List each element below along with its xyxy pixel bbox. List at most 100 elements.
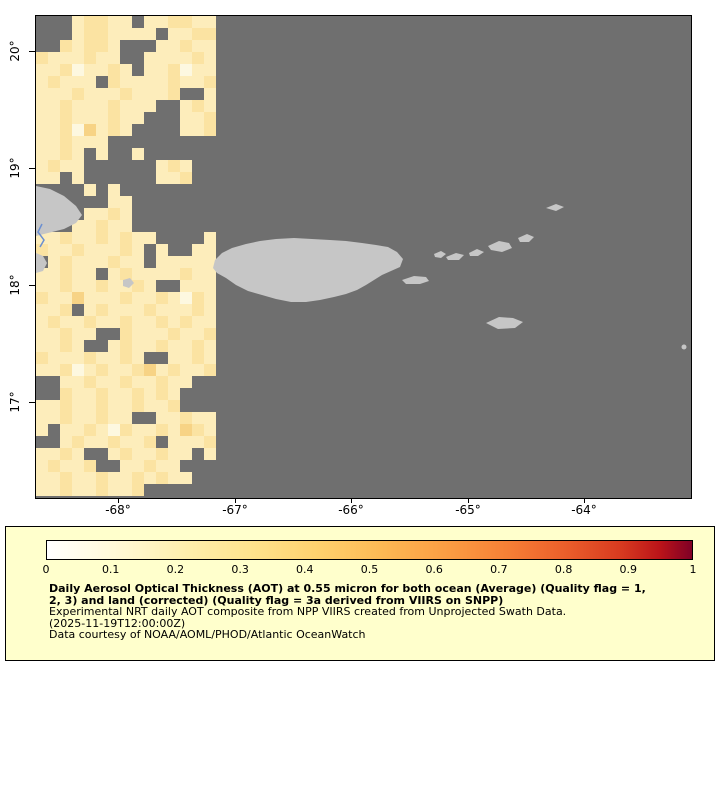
aot-data-cell xyxy=(156,340,168,352)
aot-data-cell xyxy=(108,388,120,400)
aot-data-cell xyxy=(36,244,48,256)
aot-data-cell xyxy=(120,388,132,400)
aot-data-cell xyxy=(48,88,60,100)
aot-data-cell xyxy=(96,412,108,424)
aot-data-cell xyxy=(144,280,156,292)
aot-data-cell xyxy=(72,232,84,244)
aot-data-cell xyxy=(36,316,48,328)
aot-data-cell xyxy=(72,448,84,460)
aot-data-cell xyxy=(96,292,108,304)
x-axis-tick-label: -64° xyxy=(571,503,597,517)
aot-data-cell xyxy=(168,340,180,352)
small-island-speck xyxy=(681,344,687,350)
aot-data-cell xyxy=(108,16,120,28)
aot-data-cell xyxy=(132,112,144,124)
aot-data-cell xyxy=(72,28,84,40)
aot-data-cell xyxy=(192,112,204,124)
aot-data-cell xyxy=(96,16,108,28)
aot-data-cell xyxy=(168,256,180,268)
aot-data-cell xyxy=(108,220,120,232)
aot-data-cell xyxy=(96,352,108,364)
aot-data-cell xyxy=(48,400,60,412)
aot-data-cell xyxy=(144,376,156,388)
aot-data-cell xyxy=(60,352,72,364)
colorbar-tick-labels: 0 0.1 0.2 0.3 0.4 0.5 0.6 0.7 0.8 0.9 1 xyxy=(42,563,697,577)
aot-data-cell xyxy=(168,172,180,184)
aot-data-cell xyxy=(144,232,156,244)
aot-data-cell xyxy=(168,28,180,40)
aot-data-cell xyxy=(36,292,48,304)
aot-data-cell xyxy=(48,232,60,244)
aot-data-cell xyxy=(120,292,132,304)
aot-data-cell xyxy=(168,16,180,28)
aot-data-cell xyxy=(96,484,108,496)
aot-data-cell xyxy=(168,400,180,412)
aot-data-cell xyxy=(156,412,168,424)
aot-data-cell xyxy=(120,412,132,424)
aot-data-cell xyxy=(156,292,168,304)
aot-data-cell xyxy=(192,304,204,316)
aot-data-cell xyxy=(60,484,72,496)
aot-data-cell xyxy=(156,304,168,316)
anegada-island xyxy=(546,204,564,211)
aot-data-cell xyxy=(120,352,132,364)
aot-data-cell xyxy=(120,460,132,472)
aot-data-cell xyxy=(60,280,72,292)
aot-data-cell xyxy=(48,244,60,256)
aot-data-cell xyxy=(108,316,120,328)
aot-data-cell xyxy=(84,280,96,292)
aot-data-cell xyxy=(156,64,168,76)
aot-data-cell xyxy=(180,436,192,448)
aot-data-cell xyxy=(120,100,132,112)
colorbar-tick-label: 0.2 xyxy=(166,563,185,576)
aot-data-cell xyxy=(204,112,216,124)
aot-data-cell xyxy=(132,376,144,388)
aot-data-cell xyxy=(72,148,84,160)
aot-data-cell xyxy=(204,424,216,436)
aot-data-cell xyxy=(48,352,60,364)
colorbar-tick-label: 0 xyxy=(42,563,50,576)
aot-data-cell xyxy=(60,136,72,148)
aot-data-cell xyxy=(84,412,96,424)
aot-data-cell xyxy=(144,424,156,436)
aot-data-cell xyxy=(156,448,168,460)
aot-data-cell xyxy=(156,388,168,400)
aot-data-cell xyxy=(84,472,96,484)
aot-data-cell xyxy=(48,484,60,496)
aot-data-cell xyxy=(180,328,192,340)
aot-data-cell xyxy=(84,256,96,268)
aot-data-cell xyxy=(192,328,204,340)
aot-data-cell xyxy=(156,364,168,376)
aot-data-cell xyxy=(108,448,120,460)
aot-data-cell xyxy=(72,88,84,100)
aot-data-cell xyxy=(156,268,168,280)
legend-caption: Daily Aerosol Optical Thickness (AOT) at… xyxy=(49,583,699,641)
aot-data-cell xyxy=(120,484,132,496)
aot-data-cell xyxy=(204,448,216,460)
aot-data-cell xyxy=(72,100,84,112)
x-axis-tick-label: -65° xyxy=(455,503,481,517)
aot-data-cell xyxy=(132,328,144,340)
aot-data-cell xyxy=(108,268,120,280)
aot-data-cell xyxy=(144,268,156,280)
aot-data-cell xyxy=(120,400,132,412)
aot-data-cell xyxy=(36,412,48,424)
aot-data-cell xyxy=(132,448,144,460)
aot-data-cell xyxy=(108,400,120,412)
y-axis-tick-label: 18° xyxy=(8,274,22,296)
aot-data-cell xyxy=(192,280,204,292)
aot-data-cell xyxy=(168,292,180,304)
aot-data-cell xyxy=(204,244,216,256)
colorbar-tick-label: 0.9 xyxy=(619,563,638,576)
aot-data-cell xyxy=(108,28,120,40)
aot-data-cell xyxy=(36,88,48,100)
x-axis-tick-label: -67° xyxy=(222,503,248,517)
aot-data-cell xyxy=(192,100,204,112)
aot-data-cell xyxy=(120,340,132,352)
aot-data-cell xyxy=(108,376,120,388)
aot-data-cell xyxy=(96,232,108,244)
aot-data-cell xyxy=(180,124,192,136)
aot-data-cell xyxy=(132,472,144,484)
aot-data-cell xyxy=(84,184,96,196)
aot-data-cell xyxy=(96,52,108,64)
